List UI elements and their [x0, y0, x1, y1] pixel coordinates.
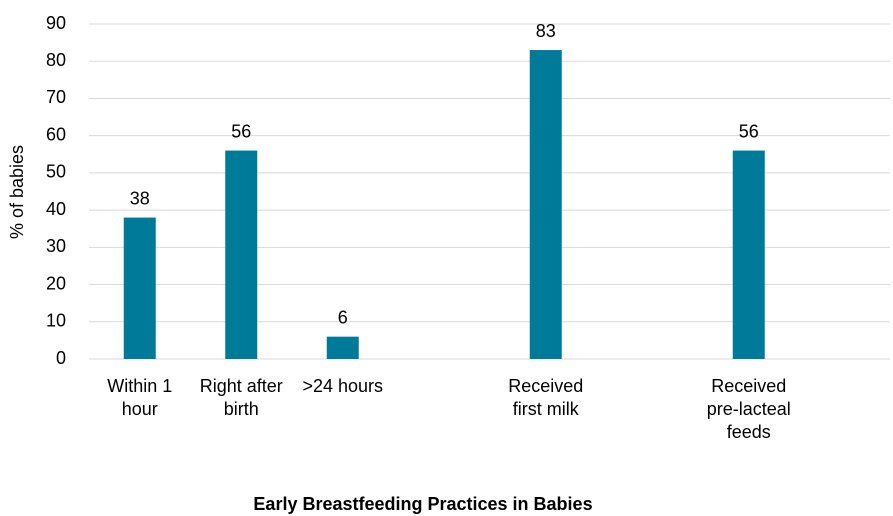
y-tick-label: 60	[46, 124, 66, 144]
y-axis-label: % of babies	[7, 145, 27, 239]
chart-title: Early Breastfeeding Practices in Babies	[253, 494, 592, 514]
data-label: 38	[130, 188, 150, 208]
y-tick-label: 20	[46, 273, 66, 293]
y-tick-label: 30	[46, 236, 66, 256]
bar	[225, 150, 258, 359]
y-tick-label: 10	[46, 311, 66, 331]
x-tick-label: Within 1 hour	[107, 376, 172, 419]
y-tick-label: 0	[56, 348, 66, 368]
bar	[123, 217, 156, 359]
y-tick-label: 90	[46, 13, 66, 33]
bar	[732, 150, 765, 359]
x-tick-label: >24 hours	[302, 376, 383, 396]
x-tick-label: Received first milk	[508, 376, 583, 419]
data-label: 83	[536, 21, 556, 41]
data-label: 56	[739, 121, 759, 141]
bar	[529, 50, 562, 360]
y-tick-label: 80	[46, 50, 66, 70]
data-label: 6	[338, 307, 348, 327]
x-tick-label: Right after birth	[200, 376, 283, 419]
y-tick-label: 70	[46, 87, 66, 107]
y-tick-label: 40	[46, 199, 66, 219]
y-tick-label: 50	[46, 162, 66, 182]
x-tick-label: Received pre-lacteal feeds	[707, 376, 791, 442]
data-label: 56	[231, 121, 251, 141]
bar	[326, 336, 359, 359]
